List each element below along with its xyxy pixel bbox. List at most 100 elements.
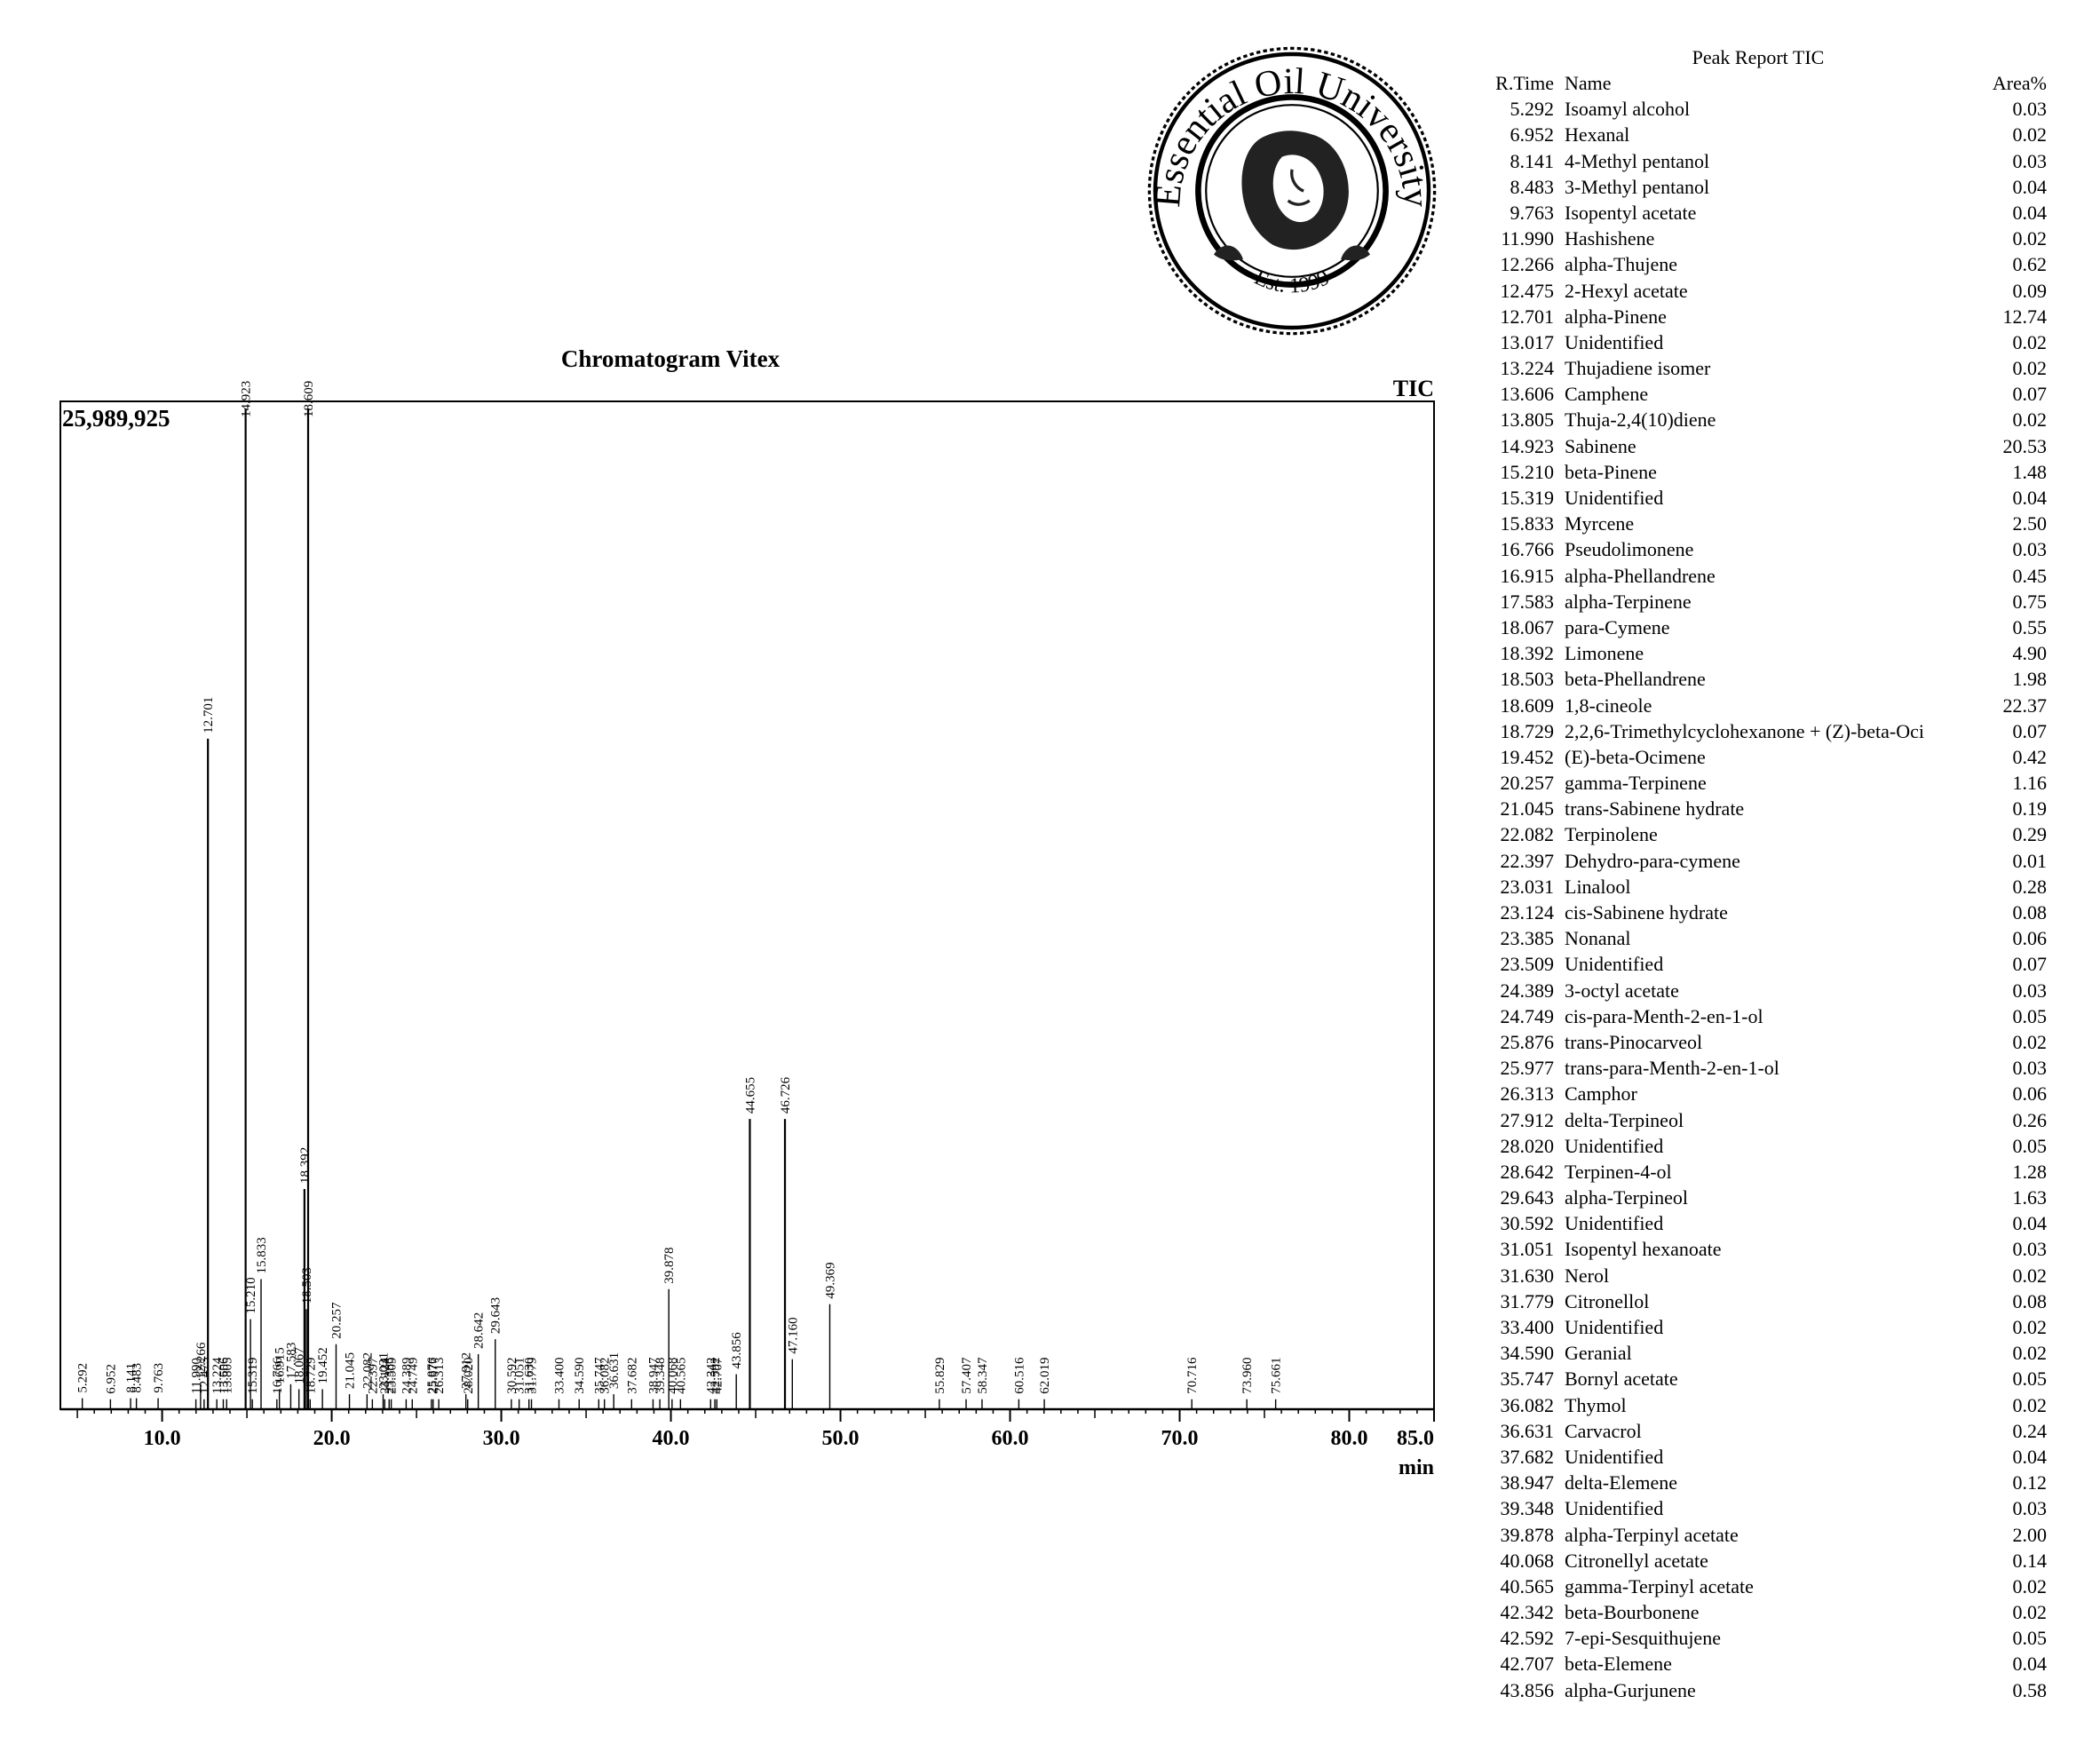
report-row: 27.912 delta-Terpineol 0.26 bbox=[1470, 1107, 2048, 1133]
peak-label: 23.031 bbox=[376, 1352, 391, 1389]
row-rtime: 23.385 bbox=[1500, 927, 1555, 950]
chromatogram-chart: Chromatogram Vitex TIC 25,989,925 5.292 6… bbox=[59, 345, 1435, 1479]
row-rtime: 38.947 bbox=[1500, 1471, 1555, 1494]
row-name: Terpinen-4-ol bbox=[1565, 1160, 1672, 1183]
row-name: 4-Methyl pentanol bbox=[1565, 149, 1710, 172]
row-area: 0.03 bbox=[2012, 979, 2048, 1002]
row-area: 0.02 bbox=[2012, 1342, 2048, 1365]
peak-label: 25.977 bbox=[427, 1357, 441, 1394]
peak-label: 26.313 bbox=[432, 1357, 447, 1393]
row-area: 0.02 bbox=[2012, 1393, 2048, 1416]
row-name: Myrcene bbox=[1565, 512, 1635, 535]
row-name: Unidentified bbox=[1565, 953, 1664, 976]
peak-label: 33.400 bbox=[553, 1357, 567, 1393]
row-name: para-Cymene bbox=[1565, 615, 1670, 638]
peak-label: 17.583 bbox=[284, 1343, 298, 1379]
row-rtime: 17.583 bbox=[1500, 590, 1555, 613]
row-area: 2.50 bbox=[2012, 512, 2048, 535]
row-name: Hashishene bbox=[1565, 227, 1655, 250]
row-rtime: 40.565 bbox=[1500, 1574, 1555, 1597]
row-rtime: 13.606 bbox=[1500, 383, 1555, 406]
row-rtime: 23.124 bbox=[1500, 901, 1555, 924]
peak-label: 37.682 bbox=[625, 1357, 639, 1393]
peak-label: 34.590 bbox=[573, 1357, 587, 1393]
report-row: 22.397 Dehydro-para-cymene 0.01 bbox=[1470, 848, 2048, 874]
row-area: 0.06 bbox=[2012, 1082, 2048, 1106]
report-row: 35.747 Bornyl acetate 0.05 bbox=[1470, 1366, 2048, 1391]
row-name: Unidentified bbox=[1565, 1445, 1664, 1468]
row-rtime: 15.319 bbox=[1500, 487, 1555, 509]
row-name: alpha-Terpineol bbox=[1565, 1186, 1688, 1209]
row-rtime: 24.749 bbox=[1500, 1004, 1555, 1027]
peak-label: 21.045 bbox=[344, 1352, 358, 1389]
row-name: Isopentyl acetate bbox=[1565, 201, 1697, 224]
row-area: 1.98 bbox=[2012, 668, 2048, 691]
row-name: Isoamyl alcohol bbox=[1565, 98, 1691, 121]
row-name: Unidentified bbox=[1565, 1134, 1664, 1157]
peak-label: 12.266 bbox=[194, 1342, 209, 1379]
report-row: 9.763 Isopentyl acetate 0.04 bbox=[1470, 200, 2048, 226]
row-area: 2.00 bbox=[2012, 1523, 2048, 1546]
row-area: 0.04 bbox=[2012, 175, 2048, 198]
peak-label: 19.452 bbox=[316, 1347, 330, 1383]
x-tick-label: 40.0 bbox=[653, 1427, 690, 1450]
row-name: trans-para-Menth-2-en-1-ol bbox=[1565, 1057, 1779, 1080]
row-name: Unidentified bbox=[1565, 1316, 1664, 1338]
report-row: 23.385 Nonanal 0.06 bbox=[1470, 925, 2048, 951]
row-area: 0.06 bbox=[2012, 927, 2048, 950]
row-area: 0.24 bbox=[2012, 1419, 2048, 1442]
report-row: 12.475 2-Hexyl acetate 0.09 bbox=[1470, 278, 2048, 304]
report-row: 18.609 1,8-cineole 22.37 bbox=[1470, 693, 2048, 718]
peak-label: 44.655 bbox=[743, 1077, 757, 1114]
row-area: 0.14 bbox=[2012, 1549, 2048, 1572]
row-area: 0.03 bbox=[2012, 1238, 2048, 1261]
report-row: 18.729 2,2,6-Trimethylcyclohexanone + (Z)… bbox=[1470, 718, 2048, 744]
row-rtime: 19.452 bbox=[1500, 745, 1555, 768]
peak-label: 13.224 bbox=[210, 1357, 225, 1394]
row-name: Nerol bbox=[1565, 1264, 1610, 1287]
report-row: 5.292 Isoamyl alcohol 0.03 bbox=[1470, 96, 2048, 122]
row-name: Geranial bbox=[1565, 1342, 1632, 1365]
row-name: 3-Methyl pentanol bbox=[1565, 175, 1710, 198]
peak-label: 36.082 bbox=[598, 1357, 613, 1393]
row-name: gamma-Terpinyl acetate bbox=[1565, 1574, 1754, 1597]
row-area: 0.04 bbox=[2012, 1445, 2048, 1468]
peak-label: 14.923 bbox=[240, 381, 254, 417]
row-rtime: 6.952 bbox=[1510, 123, 1555, 147]
row-name: Unidentified bbox=[1565, 1212, 1664, 1235]
row-area: 0.07 bbox=[2012, 953, 2048, 976]
report-row: 42.707 beta-Elemene 0.04 bbox=[1470, 1651, 2048, 1677]
row-area: 0.04 bbox=[2012, 201, 2048, 224]
row-name: Isopentyl hexanoate bbox=[1565, 1238, 1722, 1261]
peak-label: 22.082 bbox=[361, 1352, 375, 1389]
row-name: Carvacrol bbox=[1565, 1419, 1642, 1442]
report-row: 8.483 3-Methyl pentanol 0.04 bbox=[1470, 174, 2048, 200]
row-area: 0.02 bbox=[2012, 1316, 2048, 1338]
peak-label: 24.389 bbox=[400, 1357, 414, 1393]
row-area: 0.58 bbox=[2012, 1678, 2048, 1701]
peak-label: 39.878 bbox=[662, 1248, 677, 1284]
row-area: 0.19 bbox=[2012, 797, 2048, 821]
row-rtime: 15.833 bbox=[1500, 512, 1555, 535]
row-rtime: 18.392 bbox=[1500, 642, 1555, 665]
row-rtime: 31.630 bbox=[1500, 1264, 1555, 1287]
peak-label: 31.779 bbox=[526, 1357, 540, 1393]
peak-report: Peak Report TIC R.Time Name Area% 5.292 I… bbox=[1470, 44, 2047, 1703]
row-name: Unidentified bbox=[1565, 487, 1664, 509]
row-rtime: 18.503 bbox=[1500, 668, 1555, 691]
row-area: 0.03 bbox=[2012, 1057, 2048, 1080]
row-name: Unidentified bbox=[1565, 1497, 1664, 1520]
report-row: 31.779 Citronellol 0.08 bbox=[1470, 1288, 2048, 1314]
report-row: 43.856 alpha-Gurjunene 0.58 bbox=[1470, 1677, 2048, 1703]
report-row: 28.642 Terpinen-4-ol 1.28 bbox=[1470, 1159, 2048, 1185]
report-row: 18.067 para-Cymene 0.55 bbox=[1470, 614, 2048, 640]
row-name: gamma-Terpinene bbox=[1565, 772, 1707, 795]
peak-label: 28.020 bbox=[462, 1357, 476, 1393]
x-tick-label: 20.0 bbox=[313, 1427, 351, 1450]
report-row: 11.990 Hashishene 0.02 bbox=[1470, 226, 2047, 251]
row-area: 0.04 bbox=[2012, 1653, 2048, 1676]
report-row: 16.766 Pseudolimonene 0.03 bbox=[1470, 536, 2048, 562]
report-row: 24.389 3-octyl acetate 0.03 bbox=[1470, 978, 2048, 1003]
row-area: 0.02 bbox=[2012, 330, 2048, 353]
row-name: Limonene bbox=[1565, 642, 1644, 665]
